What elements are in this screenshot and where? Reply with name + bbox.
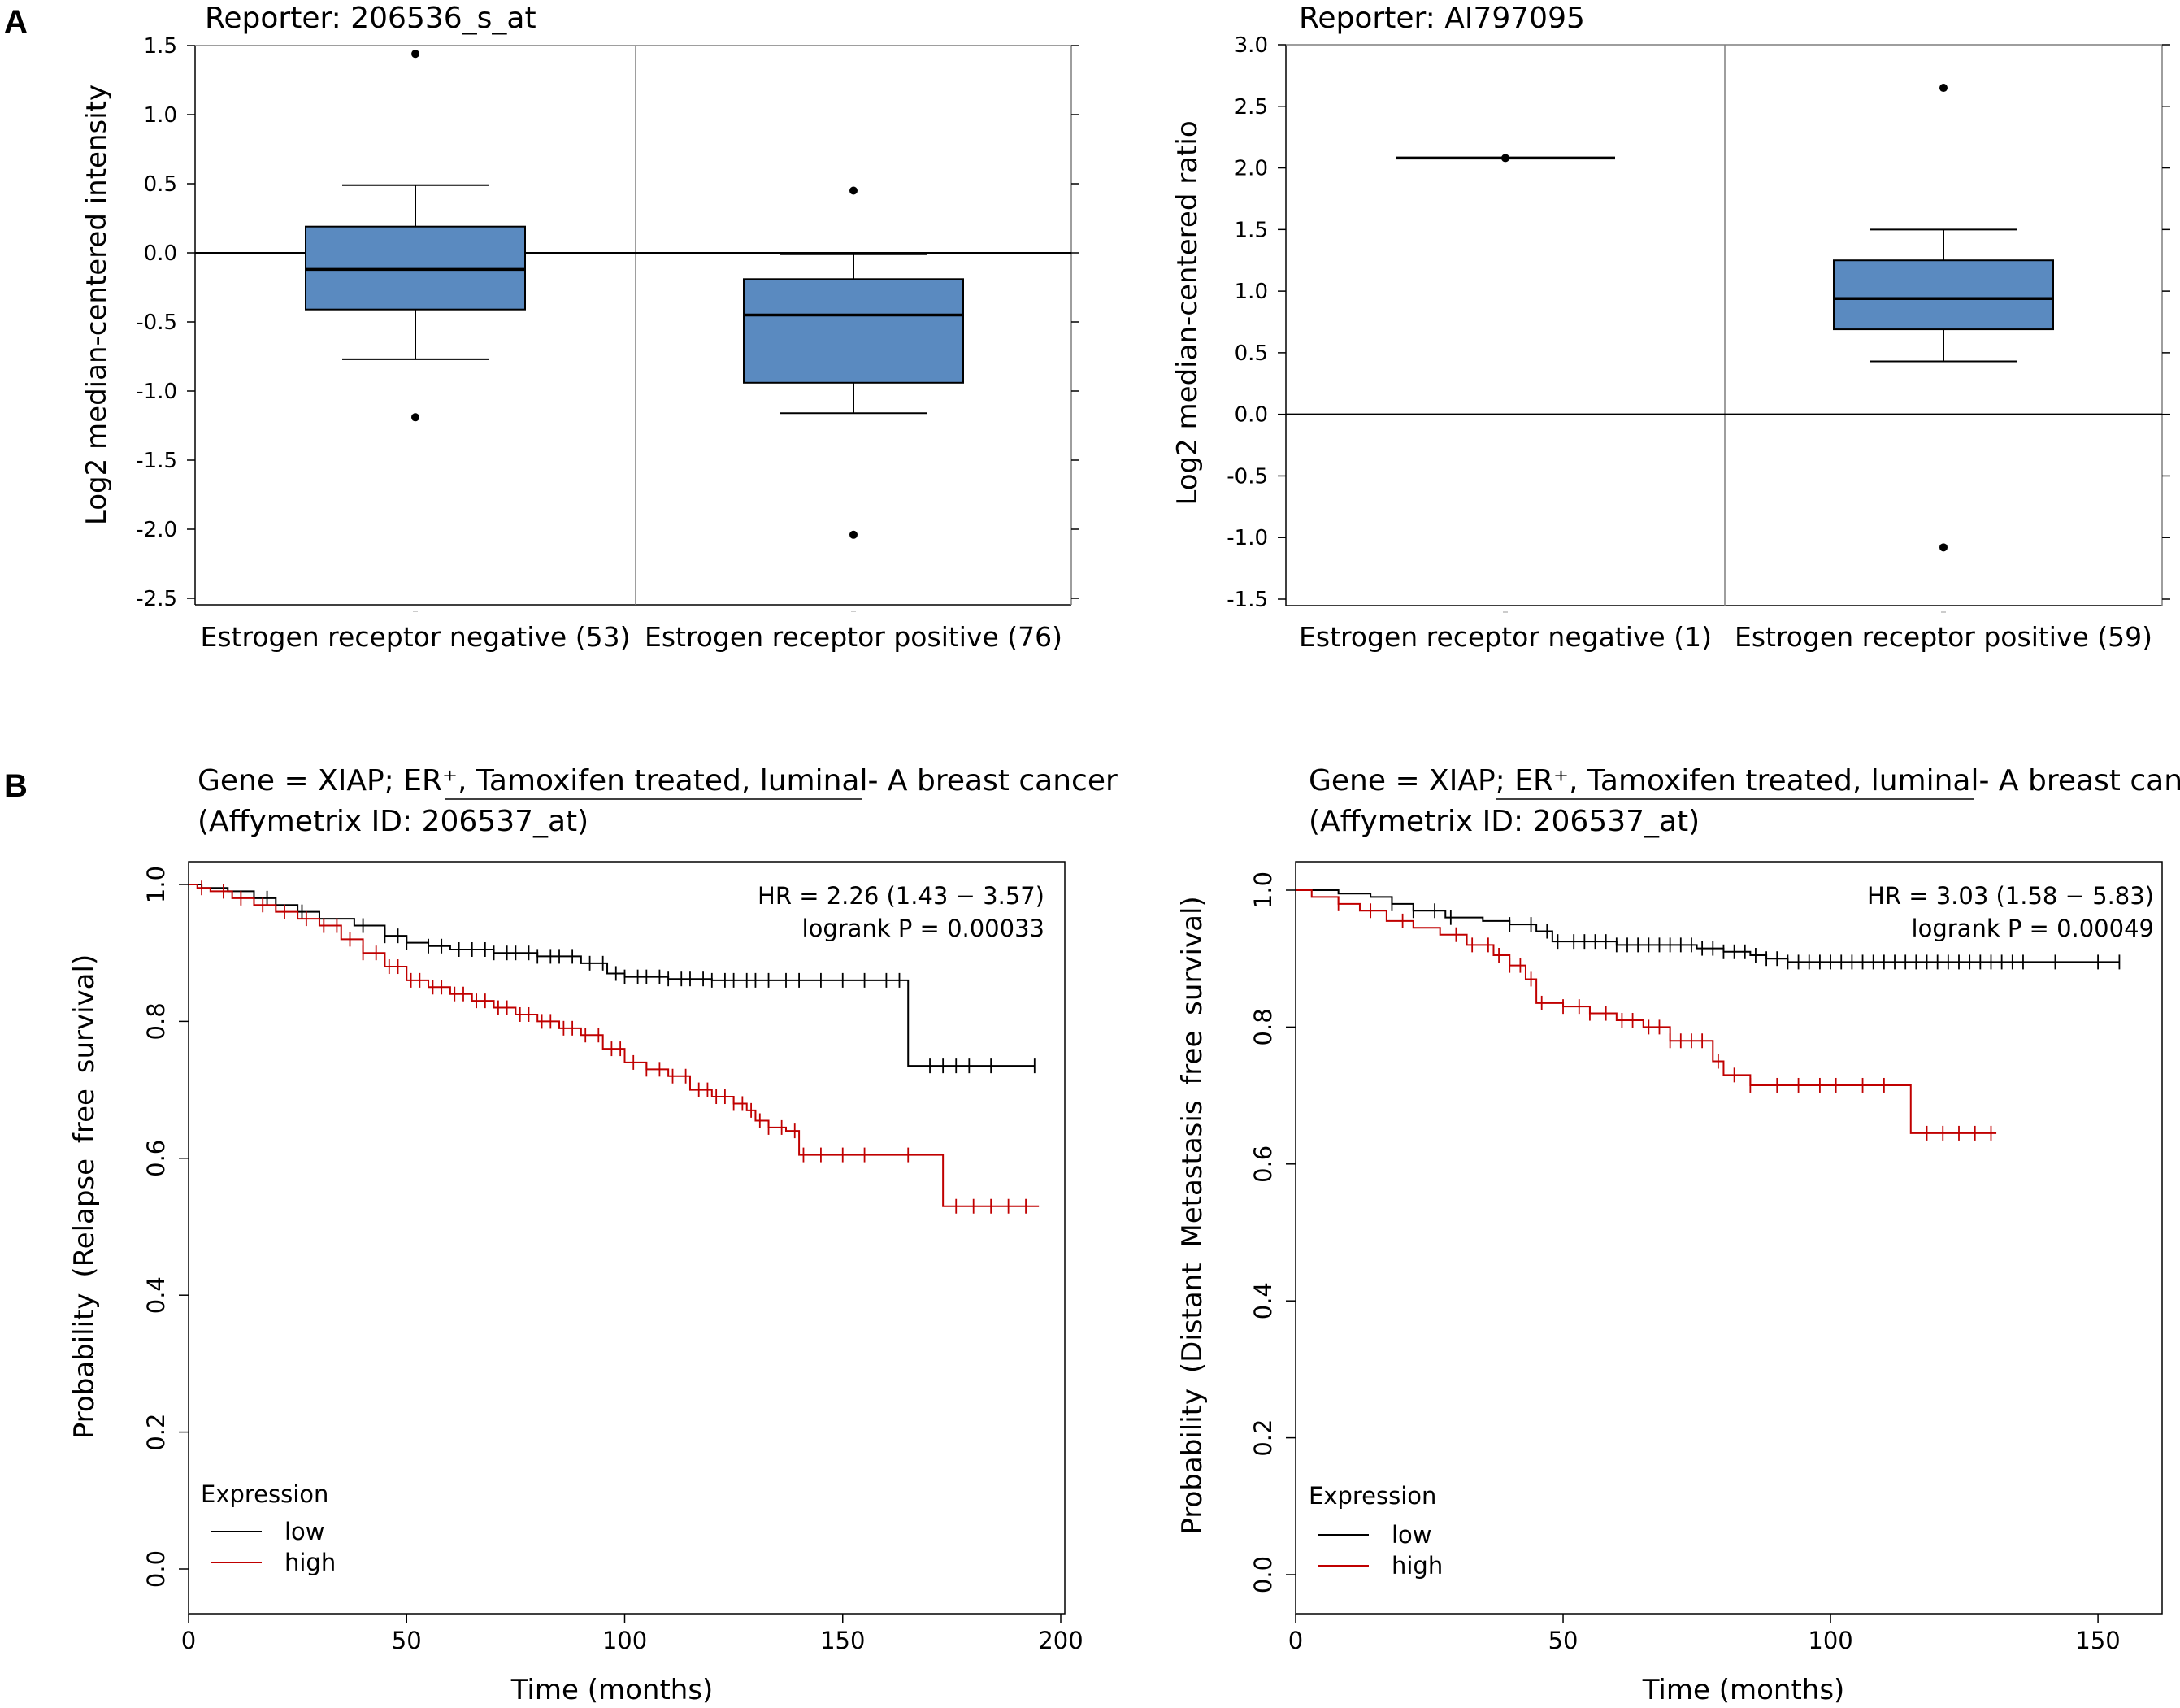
y-tick-label: 3.0	[1235, 33, 1268, 58]
y-tick-label: 1.0	[142, 866, 170, 903]
box-iqr	[1833, 259, 2054, 331]
y-axis-label: Probability (Relapse free survival)	[68, 954, 101, 1439]
logrank-p: logrank P = 0.00033	[802, 915, 1044, 942]
y-tick-label: -1.0	[1227, 526, 1268, 550]
chart-title: Reporter: AI797095	[1299, 2, 1585, 35]
y-tick-label: 0.8	[142, 1002, 170, 1040]
chart-title-line1: Gene = XIAP; ER⁺, Tamoxifen treated, lum…	[198, 764, 1118, 798]
y-tick-label: 1.5	[1235, 218, 1268, 242]
outlier-point	[1939, 84, 1948, 93]
y-tick-label: 0.0	[142, 1550, 170, 1588]
y-tick-label: 0.2	[1249, 1419, 1277, 1457]
y-tick-label: -1.5	[1227, 588, 1268, 612]
panel-label-b: B	[4, 768, 28, 804]
km-plot-distant-metastasis-free: Gene = XIAP; ER⁺, Tamoxifen treated, lum…	[1176, 764, 2180, 1706]
y-tick-label: -0.5	[1227, 464, 1268, 489]
y-tick-label: -1.0	[136, 380, 177, 404]
legend-label-high: high	[284, 1549, 336, 1576]
x-tick-label: 150	[2075, 1627, 2120, 1654]
y-tick-label: 2.0	[1235, 157, 1268, 181]
y-tick-label: 1.5	[144, 34, 177, 59]
logrank-p: logrank P = 0.00049	[1912, 915, 2154, 942]
hazard-ratio: HR = 3.03 (1.58 − 5.83)	[1867, 882, 2154, 910]
km-curve-low	[189, 884, 1035, 1067]
chart-title: Reporter: 206536_s_at	[205, 2, 536, 35]
boxplot-ai797095: Reporter: AI797095 Log2 median-centered …	[1171, 2, 2170, 653]
y-axis-label: Log2 median-centered ratio	[1171, 120, 1204, 505]
y-tick-label: 1.0	[1235, 280, 1268, 304]
outlier-point	[411, 50, 419, 59]
y-tick-label: 0.5	[1235, 341, 1268, 366]
x-axis-label: Time (months)	[510, 1674, 714, 1706]
km-plot-relapse-free: Gene = XIAP; ER⁺, Tamoxifen treated, lum…	[68, 764, 1118, 1706]
legend-title: Expression	[201, 1480, 328, 1508]
panel-label-a: A	[4, 4, 28, 40]
km-curve-high	[189, 884, 1040, 1207]
y-tick-label: 0.0	[1235, 403, 1268, 428]
y-tick-label: -2.5	[136, 587, 177, 611]
x-tick-label: 100	[602, 1627, 647, 1654]
outlier-point	[1939, 543, 1948, 552]
x-tick-label: 0	[1288, 1627, 1303, 1654]
x-tick-label: 0	[181, 1627, 196, 1654]
category-label: Estrogen receptor positive (59)	[1735, 621, 2152, 653]
y-tick-label: 0.0	[144, 241, 177, 266]
x-tick-label: 200	[1038, 1627, 1083, 1654]
x-tick-label: 150	[820, 1627, 865, 1654]
legend-label-low: low	[284, 1518, 325, 1545]
chart-title-line2: (Affymetrix ID: 206537_at)	[1309, 805, 1700, 838]
hazard-ratio: HR = 2.26 (1.43 − 3.57)	[758, 882, 1044, 910]
y-tick-label: 0.0	[1249, 1556, 1277, 1593]
y-tick-label: 2.5	[1235, 95, 1268, 120]
y-tick-label: 0.8	[1249, 1008, 1277, 1045]
x-axis-label: Time (months)	[1642, 1674, 1845, 1706]
box-iqr	[743, 278, 964, 384]
outlier-point	[1501, 154, 1509, 163]
y-axis-label: Log2 median-centered intensity	[80, 85, 113, 525]
y-tick-label: 0.4	[142, 1276, 170, 1314]
category-label: Estrogen receptor negative (53)	[201, 621, 631, 653]
legend-label-high: high	[1392, 1552, 1443, 1580]
x-tick-label: 50	[1548, 1627, 1579, 1654]
legend-title: Expression	[1309, 1482, 1436, 1510]
plot-frame	[1295, 861, 2163, 1615]
x-tick-label: 100	[1808, 1627, 1852, 1654]
outlier-point	[849, 530, 858, 539]
y-tick-label: 1.0	[1249, 871, 1277, 909]
chart-title-line2: (Affymetrix ID: 206537_at)	[198, 805, 588, 838]
y-tick-label: 0.6	[1249, 1145, 1277, 1183]
outlier-point	[849, 186, 858, 195]
y-tick-label: 0.2	[142, 1414, 170, 1451]
x-tick-label: 50	[392, 1627, 422, 1654]
y-tick-label: 1.0	[144, 103, 177, 128]
chart-title-line1: Gene = XIAP; ER⁺, Tamoxifen treated, lum…	[1309, 764, 2180, 798]
legend-label-low: low	[1392, 1521, 1432, 1549]
y-tick-label: -0.5	[136, 311, 177, 335]
y-axis-label: Probability (Distant Metastasis free sur…	[1176, 896, 1209, 1534]
category-label: Estrogen receptor positive (76)	[645, 621, 1062, 653]
category-label: Estrogen receptor negative (1)	[1299, 621, 1712, 653]
y-tick-label: -1.5	[136, 449, 177, 473]
y-tick-label: -2.0	[136, 518, 177, 542]
y-tick-label: 0.4	[1249, 1282, 1277, 1319]
plot-frame	[188, 861, 1066, 1615]
boxplot-206536-s-at: Reporter: 206536_s_at Log2 median-center…	[80, 2, 1079, 653]
km-curve-high	[1296, 889, 1997, 1134]
y-tick-label: 0.6	[142, 1140, 170, 1177]
y-tick-label: 0.5	[144, 172, 177, 197]
outlier-point	[411, 413, 419, 422]
